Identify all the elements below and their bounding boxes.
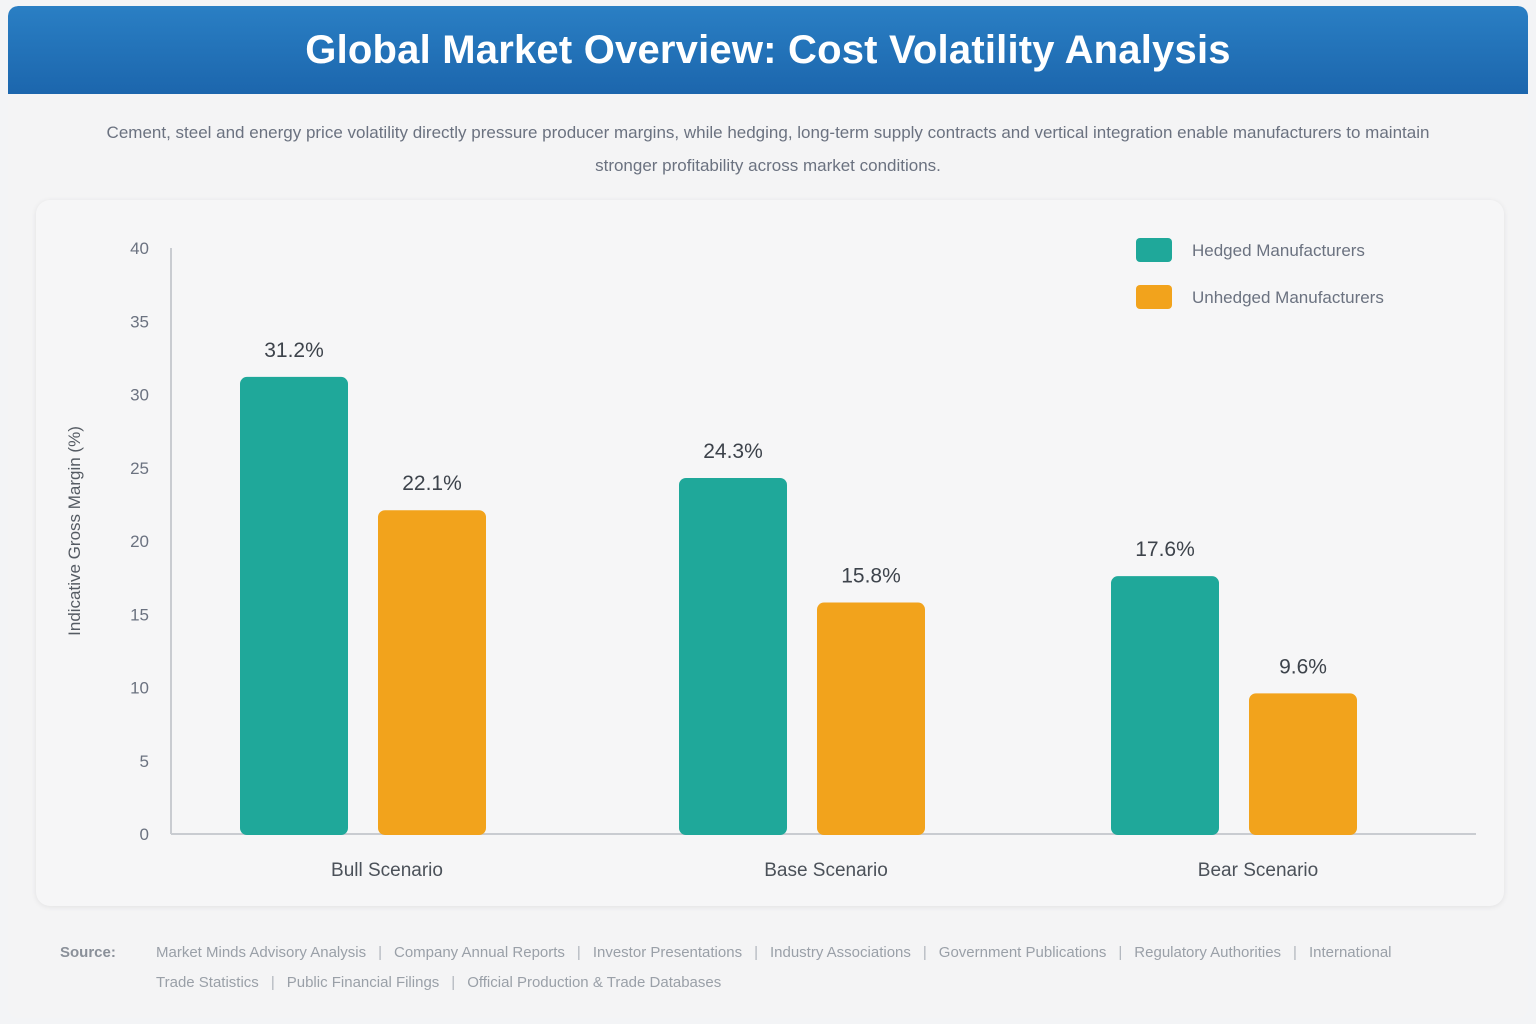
source-item: Regulatory Authorities (1134, 944, 1282, 961)
source-list: Market Minds Advisory Analysis | Company A… (156, 938, 1416, 998)
bar-value-label: 22.1% (402, 472, 462, 495)
y-axis-title: Indicative Gross Margin (%) (65, 426, 84, 636)
source-item: Company Annual Reports (393, 944, 565, 961)
chart-card: 0 5 10 15 20 25 30 35 40 Indicative Gross Margin … (36, 200, 1504, 906)
bar-value-label: 15.8% (841, 565, 901, 588)
y-tick-label: 30 (130, 386, 149, 405)
source-item: Official Production & Trade Databases (467, 974, 722, 991)
source-item: International Trade Statistics (156, 944, 1392, 991)
x-category-label: Bear Scenario (1198, 860, 1318, 881)
y-tick-label: 40 (130, 239, 149, 258)
x-category-label: Bull Scenario (331, 860, 443, 881)
bar-chart: 0 5 10 15 20 25 30 35 40 Indicative Gross Margin … (65, 238, 1476, 881)
source-item: Government Publications (938, 944, 1107, 961)
source-separator: | (270, 974, 275, 991)
legend-swatch (1136, 285, 1172, 309)
hedged-bar (679, 478, 787, 835)
source-item: Investor Presentations (592, 944, 743, 961)
source-separator: | (754, 944, 758, 961)
source-separator: | (378, 944, 382, 961)
source-separator: | (451, 974, 456, 991)
page-subtitle: Cement, steel and energy price volatilit… (106, 123, 1430, 175)
unhedged-bar (1249, 693, 1357, 835)
header-bar: Global Market Overview: Cost Volatility … (8, 6, 1528, 94)
y-tick-label: 35 (130, 312, 149, 331)
legend-label: Unhedged Manufacturers (1192, 288, 1384, 307)
source-separator: | (1118, 944, 1123, 961)
y-tick-label: 10 (130, 679, 149, 698)
bar-value-label: 9.6% (1279, 655, 1327, 678)
source-item: Industry Associations (769, 944, 911, 961)
y-tick-label: 25 (130, 459, 149, 478)
source-separator: | (1293, 944, 1297, 961)
y-tick-label: 5 (140, 752, 149, 771)
y-tick-label: 15 (130, 605, 149, 624)
hedged-bar (1111, 576, 1219, 835)
source-item: Public Financial Filings (286, 974, 440, 991)
source-separator: | (576, 944, 581, 961)
bar-value-label: 31.2% (264, 339, 324, 362)
bar-value-label: 17.6% (1135, 538, 1195, 561)
source-item: Market Minds Advisory Analysis (156, 944, 367, 961)
y-tick-label: 0 (140, 825, 149, 844)
unhedged-bar (817, 602, 925, 835)
infographic-page: Global Market Overview: Cost Volatility … (8, 6, 1528, 1018)
source-label: Source: (60, 944, 116, 961)
legend-swatch (1136, 238, 1172, 262)
unhedged-bar (378, 510, 486, 835)
legend-label: Hedged Manufacturers (1192, 241, 1365, 260)
hedged-bar (240, 376, 348, 835)
page-title: Global Market Overview: Cost Volatility … (305, 27, 1231, 72)
source-footer: Source: Market Minds Advisory Analysis | C… (60, 938, 1440, 991)
y-tick-label: 20 (130, 532, 149, 551)
bar-value-label: 24.3% (703, 440, 763, 463)
source-separator: | (922, 944, 927, 961)
x-category-label: Base Scenario (764, 860, 888, 881)
